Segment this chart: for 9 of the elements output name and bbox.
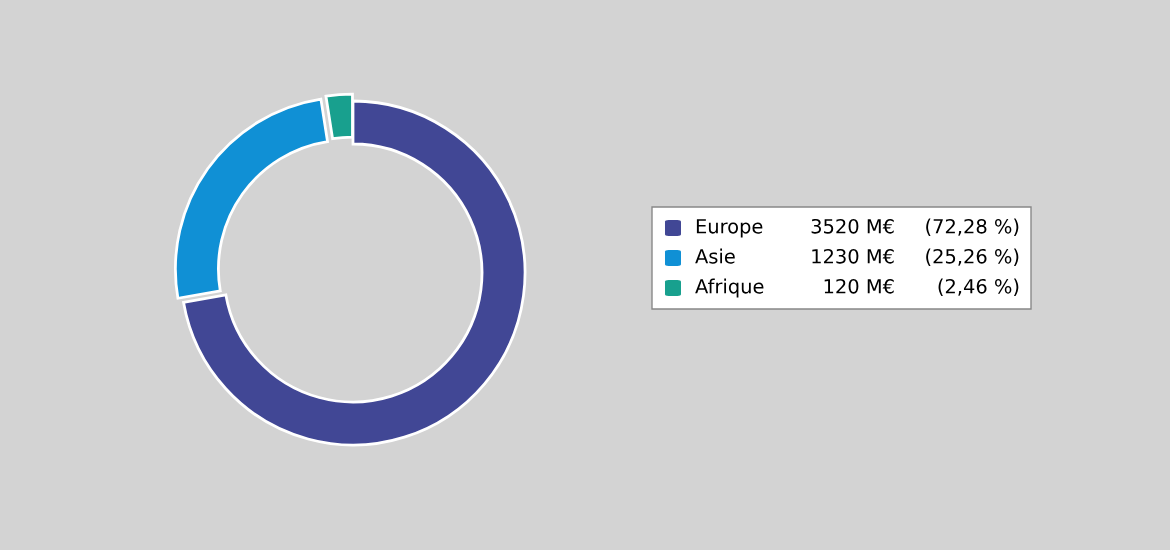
text: (72,28 %) — [926, 218, 1019, 236]
legend-label: Afrique — [695, 278, 764, 298]
data-label: 120 M€ — [824, 278, 894, 294]
legend-label: Europe — [696, 219, 763, 238]
text: (2,46 %) — [938, 278, 1019, 296]
data-label: 3520 M€ — [811, 218, 894, 234]
data-label: 1230 M€ — [812, 248, 894, 264]
legend-label: Asie — [695, 248, 735, 264]
text: (25,26 %) — [926, 248, 1019, 266]
